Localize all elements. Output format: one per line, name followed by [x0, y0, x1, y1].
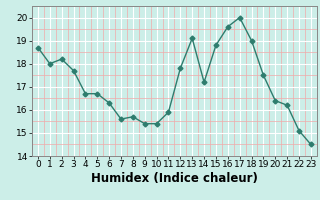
X-axis label: Humidex (Indice chaleur): Humidex (Indice chaleur) [91, 172, 258, 185]
